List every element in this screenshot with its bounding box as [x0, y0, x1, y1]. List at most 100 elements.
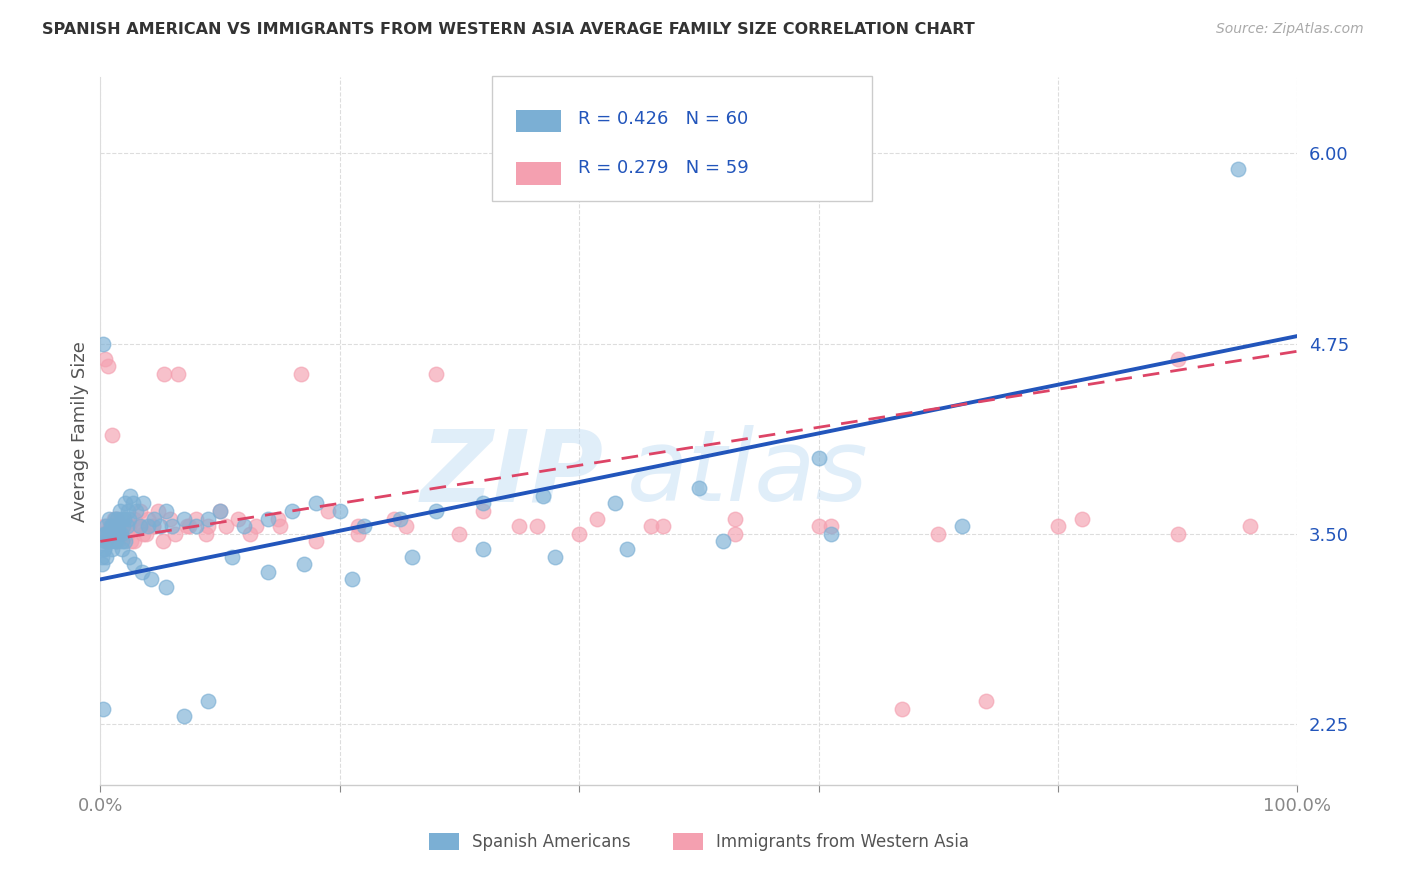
Point: [103, 526, 125, 541]
Point: [173, 511, 195, 525]
Point: [266, 511, 288, 525]
Point: [226, 511, 249, 525]
Point: [209, 504, 232, 518]
Point: [146, 504, 169, 518]
Point: [93, 541, 115, 556]
Point: [111, 511, 134, 525]
Point: [305, 496, 328, 510]
Point: [586, 511, 609, 525]
Point: [101, 541, 124, 556]
Point: [94, 526, 117, 541]
Point: [233, 519, 256, 533]
Point: [711, 534, 734, 549]
Point: [112, 511, 135, 525]
Point: [531, 489, 554, 503]
Point: [173, 709, 195, 723]
Point: [927, 526, 949, 541]
Point: [394, 519, 416, 533]
Point: [316, 504, 339, 518]
Point: [472, 541, 495, 556]
Point: [111, 541, 134, 556]
Point: [807, 519, 830, 533]
Point: [346, 519, 368, 533]
Point: [257, 511, 280, 525]
Point: [104, 534, 127, 549]
Point: [94, 534, 117, 549]
Point: [103, 526, 125, 541]
Point: [1047, 519, 1070, 533]
Point: [526, 519, 548, 533]
Point: [197, 694, 219, 708]
Point: [94, 526, 117, 541]
Point: [90, 526, 112, 541]
Point: [110, 519, 132, 533]
Point: [107, 526, 129, 541]
Point: [807, 450, 830, 465]
Point: [112, 511, 135, 525]
Point: [1226, 161, 1249, 176]
Point: [136, 519, 159, 533]
Point: [112, 519, 135, 533]
Point: [105, 511, 128, 525]
Point: [176, 519, 198, 533]
Point: [132, 496, 155, 510]
Point: [91, 702, 114, 716]
Point: [724, 511, 747, 525]
Point: [100, 519, 122, 533]
Point: [104, 526, 127, 541]
Point: [104, 534, 127, 549]
Point: [688, 481, 710, 495]
Legend: Spanish Americans, Immigrants from Western Asia: Spanish Americans, Immigrants from Weste…: [422, 826, 976, 858]
Point: [197, 519, 219, 533]
Point: [107, 534, 129, 549]
Point: [114, 496, 136, 510]
Point: [96, 519, 118, 533]
Point: [382, 511, 405, 525]
Point: [122, 511, 145, 525]
Point: [104, 526, 127, 541]
Point: [96, 359, 118, 374]
Point: [128, 519, 150, 533]
Point: [112, 526, 135, 541]
Point: [139, 573, 162, 587]
Point: [305, 534, 328, 549]
Point: [152, 367, 174, 381]
Point: [93, 541, 115, 556]
Point: [149, 519, 172, 533]
Point: [1167, 526, 1189, 541]
Point: [184, 519, 207, 533]
Point: [155, 504, 177, 518]
Point: [101, 519, 124, 533]
Point: [603, 496, 626, 510]
Point: [91, 526, 114, 541]
Point: [155, 580, 177, 594]
Text: R = 0.279   N = 59: R = 0.279 N = 59: [578, 160, 748, 178]
Point: [100, 519, 122, 533]
Point: [128, 519, 150, 533]
Point: [118, 519, 141, 533]
Point: [136, 511, 159, 525]
Point: [104, 511, 127, 525]
Point: [94, 351, 117, 366]
Point: [118, 519, 141, 533]
Point: [111, 519, 134, 533]
Point: [104, 519, 127, 533]
Point: [292, 558, 315, 572]
Point: [122, 534, 145, 549]
Point: [568, 526, 591, 541]
Point: [96, 534, 118, 549]
Point: [125, 519, 148, 533]
Point: [101, 428, 124, 442]
Point: [245, 519, 267, 533]
Point: [340, 573, 363, 587]
Point: [118, 549, 141, 564]
Point: [290, 367, 312, 381]
Point: [121, 534, 143, 549]
Point: [115, 519, 138, 533]
Point: [110, 526, 132, 541]
Point: [108, 504, 131, 518]
Point: [160, 519, 183, 533]
Point: [974, 694, 997, 708]
Point: [90, 558, 112, 572]
Point: [120, 489, 142, 503]
